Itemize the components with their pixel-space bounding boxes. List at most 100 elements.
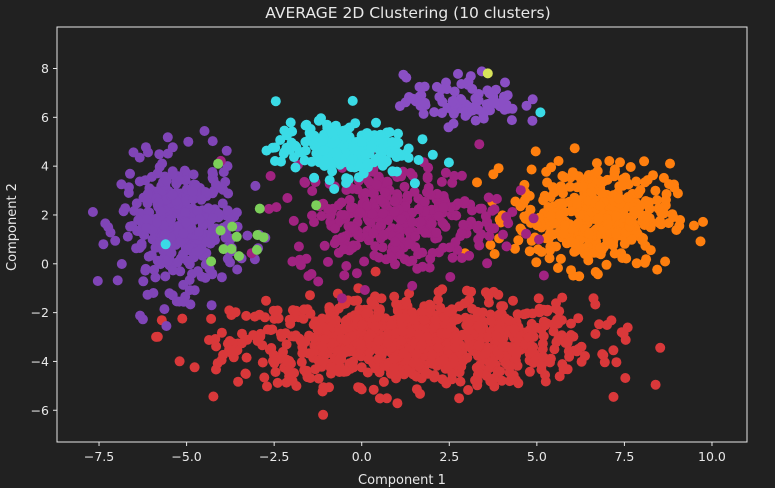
- data-point: [625, 162, 636, 172]
- data-point: [218, 244, 229, 255]
- data-point: [472, 350, 483, 361]
- data-point: [199, 126, 210, 136]
- data-point: [660, 195, 671, 205]
- data-point: [544, 232, 555, 243]
- data-point: [174, 356, 185, 367]
- data-point: [652, 264, 663, 275]
- data-point: [172, 257, 183, 268]
- data-point: [572, 199, 582, 209]
- data-point: [472, 375, 483, 386]
- data-point: [305, 290, 315, 301]
- data-point: [399, 181, 410, 192]
- data-point: [443, 306, 454, 317]
- data-point: [436, 84, 447, 95]
- data-point: [378, 376, 389, 387]
- data-point: [515, 185, 526, 196]
- data-point: [533, 293, 544, 304]
- data-point: [450, 356, 461, 367]
- x-tick-label: −7.5: [84, 449, 114, 464]
- data-point: [287, 256, 298, 267]
- data-point: [509, 324, 520, 335]
- data-point: [534, 307, 545, 318]
- data-point: [132, 226, 143, 236]
- data-point: [452, 314, 463, 325]
- data-point: [441, 328, 452, 339]
- data-point: [390, 369, 401, 380]
- data-point: [608, 345, 619, 356]
- data-point: [417, 134, 428, 145]
- data-point: [595, 200, 606, 211]
- data-point: [635, 185, 646, 195]
- data-point: [341, 185, 352, 195]
- data-point: [371, 179, 382, 190]
- data-point: [499, 104, 510, 115]
- data-point: [606, 315, 617, 326]
- data-point: [201, 236, 212, 247]
- data-point: [333, 355, 344, 366]
- data-point: [501, 241, 512, 252]
- data-point: [258, 232, 269, 243]
- data-point: [279, 125, 290, 136]
- data-point: [407, 255, 418, 266]
- data-point: [629, 206, 640, 217]
- data-point: [409, 178, 420, 189]
- data-point: [317, 341, 328, 352]
- data-point: [451, 210, 462, 221]
- data-point: [557, 199, 568, 210]
- data-point: [222, 205, 233, 216]
- data-point: [459, 298, 470, 309]
- data-point: [530, 356, 541, 367]
- data-point: [456, 79, 467, 89]
- data-point: [407, 217, 418, 228]
- data-point: [588, 293, 599, 304]
- data-point: [467, 105, 478, 116]
- data-point: [538, 195, 549, 206]
- y-tick-label: 8: [41, 61, 49, 76]
- data-point: [92, 276, 103, 286]
- data-point: [355, 207, 366, 218]
- data-point: [596, 187, 607, 198]
- data-point: [620, 373, 631, 383]
- data-point: [231, 207, 242, 218]
- x-tick-label: 7.5: [614, 449, 634, 464]
- data-point: [330, 223, 340, 234]
- data-point: [349, 295, 359, 306]
- data-point: [138, 276, 149, 287]
- data-point: [638, 233, 648, 244]
- data-point: [264, 203, 274, 214]
- data-point: [116, 259, 127, 269]
- data-point: [524, 366, 535, 377]
- data-point: [270, 156, 280, 166]
- data-point: [642, 212, 653, 222]
- data-point: [642, 175, 653, 186]
- data-point: [601, 259, 612, 270]
- data-point: [602, 219, 613, 230]
- data-point: [291, 381, 302, 391]
- data-point: [639, 156, 650, 167]
- data-point: [553, 156, 564, 166]
- data-point: [502, 360, 513, 371]
- data-point: [329, 314, 339, 325]
- data-point: [545, 357, 555, 368]
- chart-title: AVERAGE 2D Clustering (10 clusters): [265, 4, 550, 22]
- data-point: [177, 313, 188, 324]
- data-point: [510, 196, 521, 207]
- data-point: [377, 242, 388, 253]
- data-point: [218, 349, 229, 360]
- data-point: [453, 68, 463, 79]
- data-point: [618, 328, 629, 339]
- data-point: [663, 218, 674, 229]
- data-point: [299, 176, 310, 187]
- data-point: [220, 232, 231, 243]
- data-point: [698, 216, 708, 227]
- data-point: [361, 128, 372, 139]
- data-point: [401, 72, 412, 83]
- data-point: [393, 148, 403, 158]
- data-point: [485, 315, 496, 326]
- data-point: [154, 149, 165, 160]
- data-point: [161, 175, 172, 186]
- data-point: [344, 194, 355, 205]
- data-point: [650, 379, 661, 390]
- data-point: [594, 319, 605, 330]
